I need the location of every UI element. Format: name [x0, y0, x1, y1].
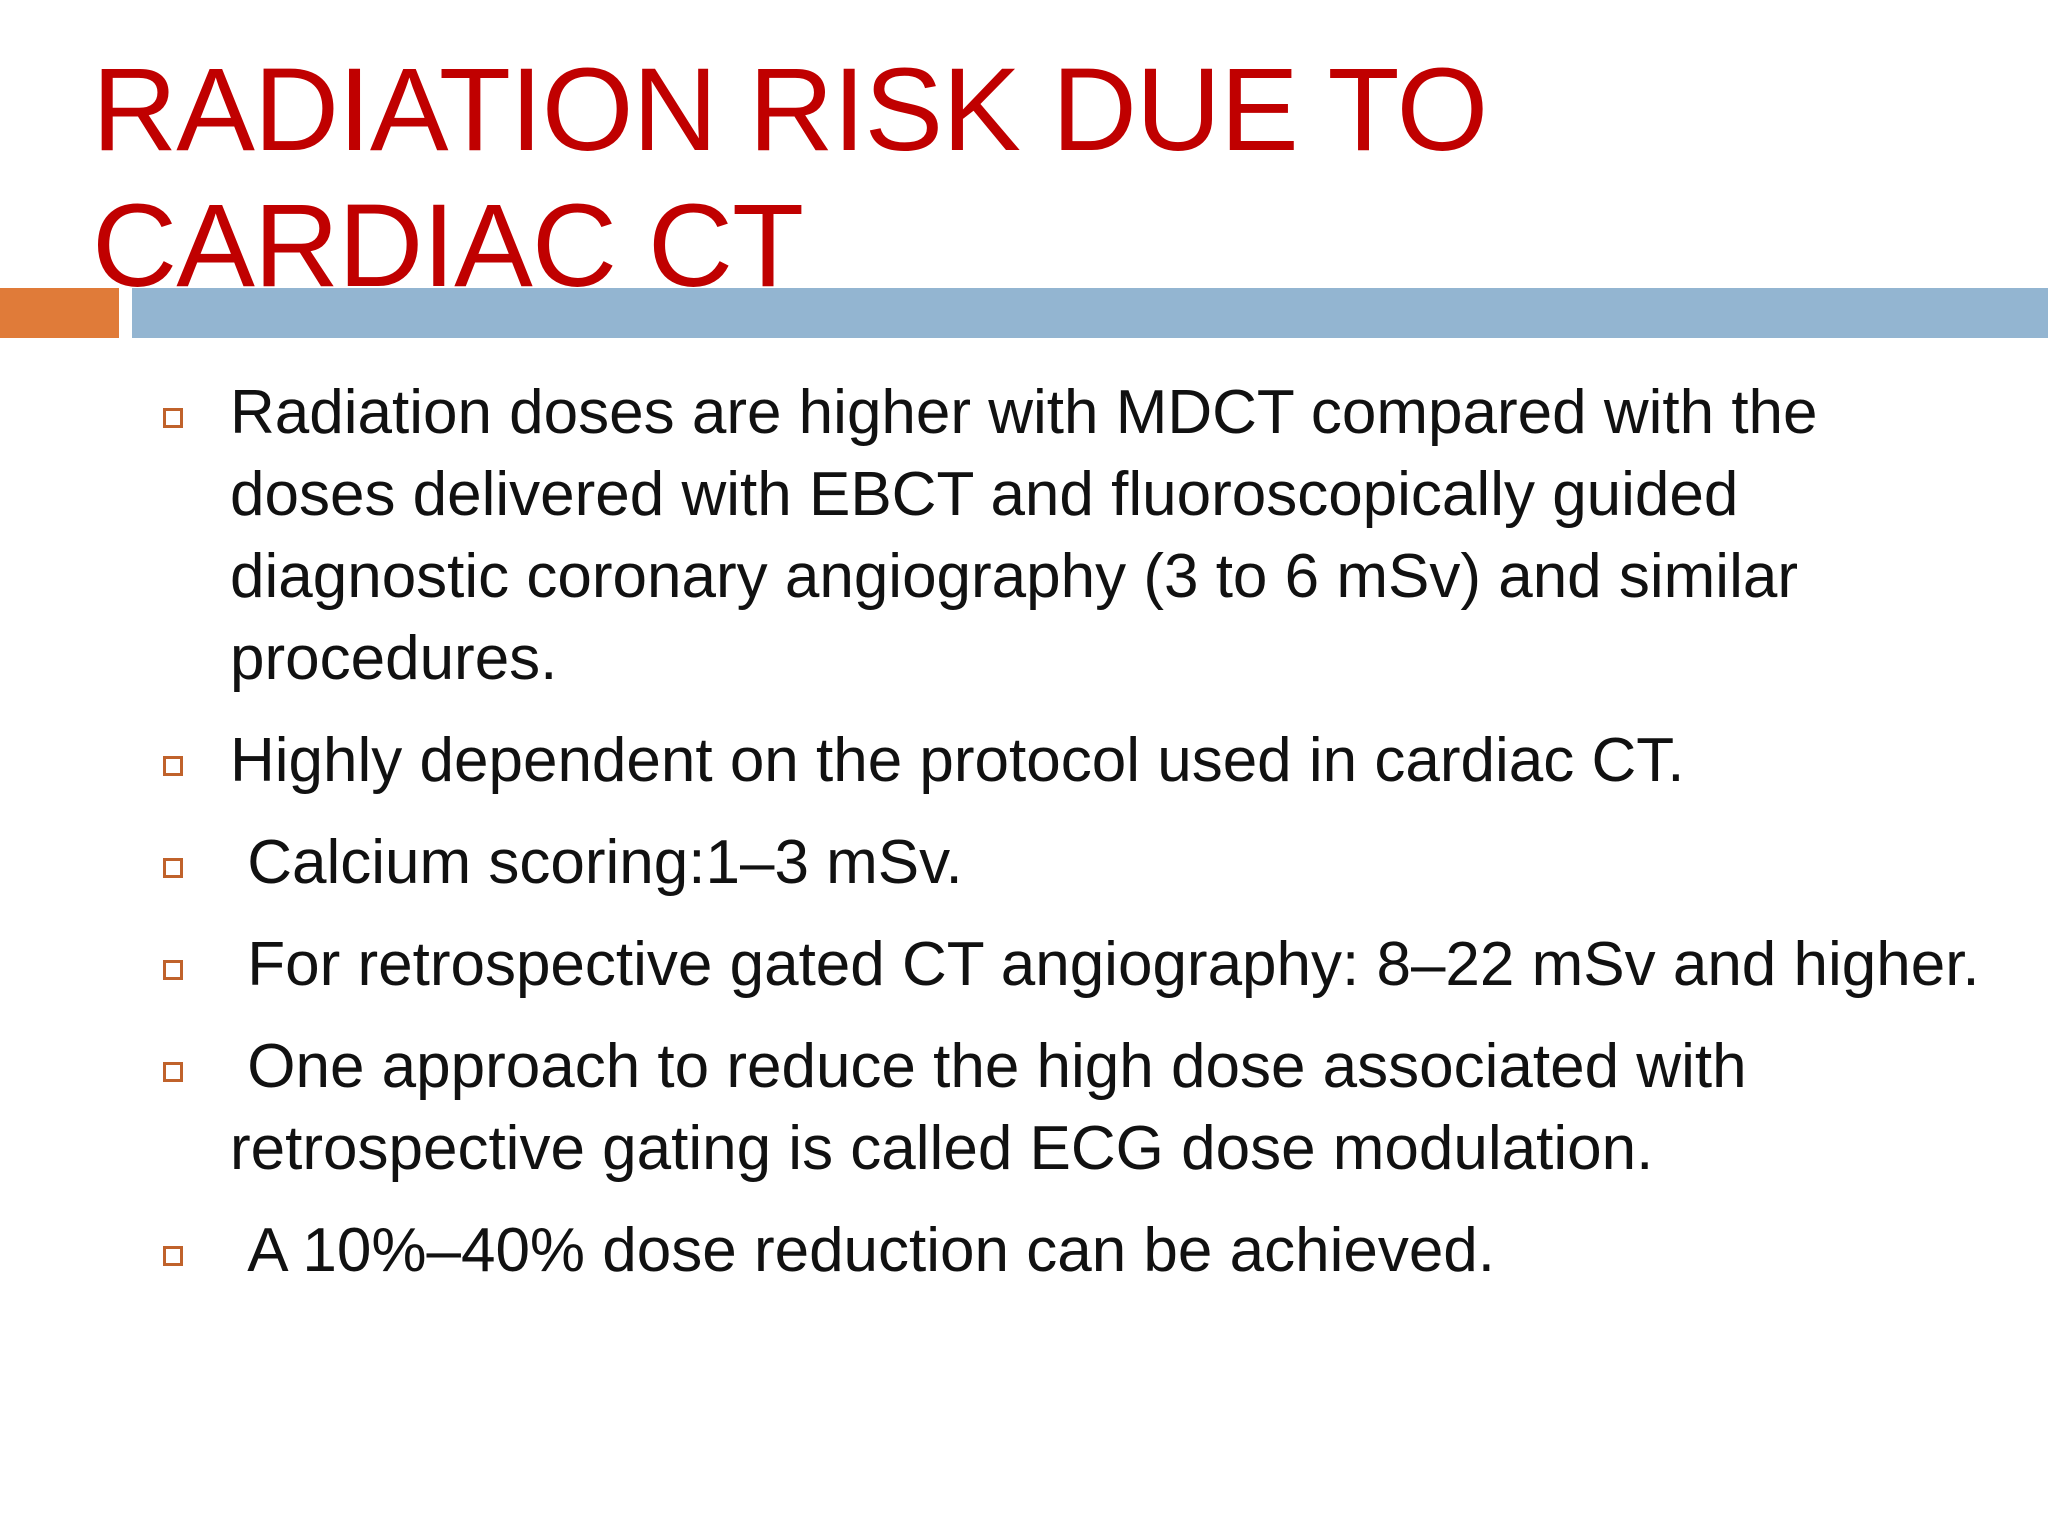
hollow-square-icon	[163, 756, 183, 776]
bullet-text: Radiation doses are higher with MDCT com…	[230, 378, 1835, 693]
slide-title: RADIATION RISK DUE TO CARDIAC CT	[92, 44, 1488, 312]
hollow-square-icon	[163, 960, 183, 980]
bullet-item: One approach to reduce the high dose ass…	[0, 1026, 2048, 1190]
hollow-square-icon	[163, 858, 183, 878]
bullet-text: One approach to reduce the high dose ass…	[230, 1032, 1764, 1183]
hollow-square-icon	[163, 1062, 183, 1082]
bullet-item: Radiation doses are higher with MDCT com…	[0, 372, 2048, 700]
title-accent-bar-right	[132, 288, 2048, 338]
bullet-text: For retrospective gated CT angiography: …	[230, 930, 1980, 999]
bullet-item: Calcium scoring:1–3 mSv.	[0, 822, 2048, 904]
hollow-square-icon	[163, 408, 183, 428]
bullet-item: For retrospective gated CT angiography: …	[0, 924, 2048, 1006]
bullet-list: Radiation doses are higher with MDCT com…	[0, 372, 2048, 1312]
bullet-text: Highly dependent on the protocol used in…	[230, 726, 1685, 795]
bullet-item: Highly dependent on the protocol used in…	[0, 720, 2048, 802]
hollow-square-icon	[163, 1246, 183, 1266]
bullet-item: A 10%–40% dose reduction can be achieved…	[0, 1210, 2048, 1292]
bullet-text: Calcium scoring:1–3 mSv.	[230, 828, 963, 897]
bullet-text: A 10%–40% dose reduction can be achieved…	[230, 1216, 1496, 1285]
title-accent-bar-left	[0, 288, 119, 338]
